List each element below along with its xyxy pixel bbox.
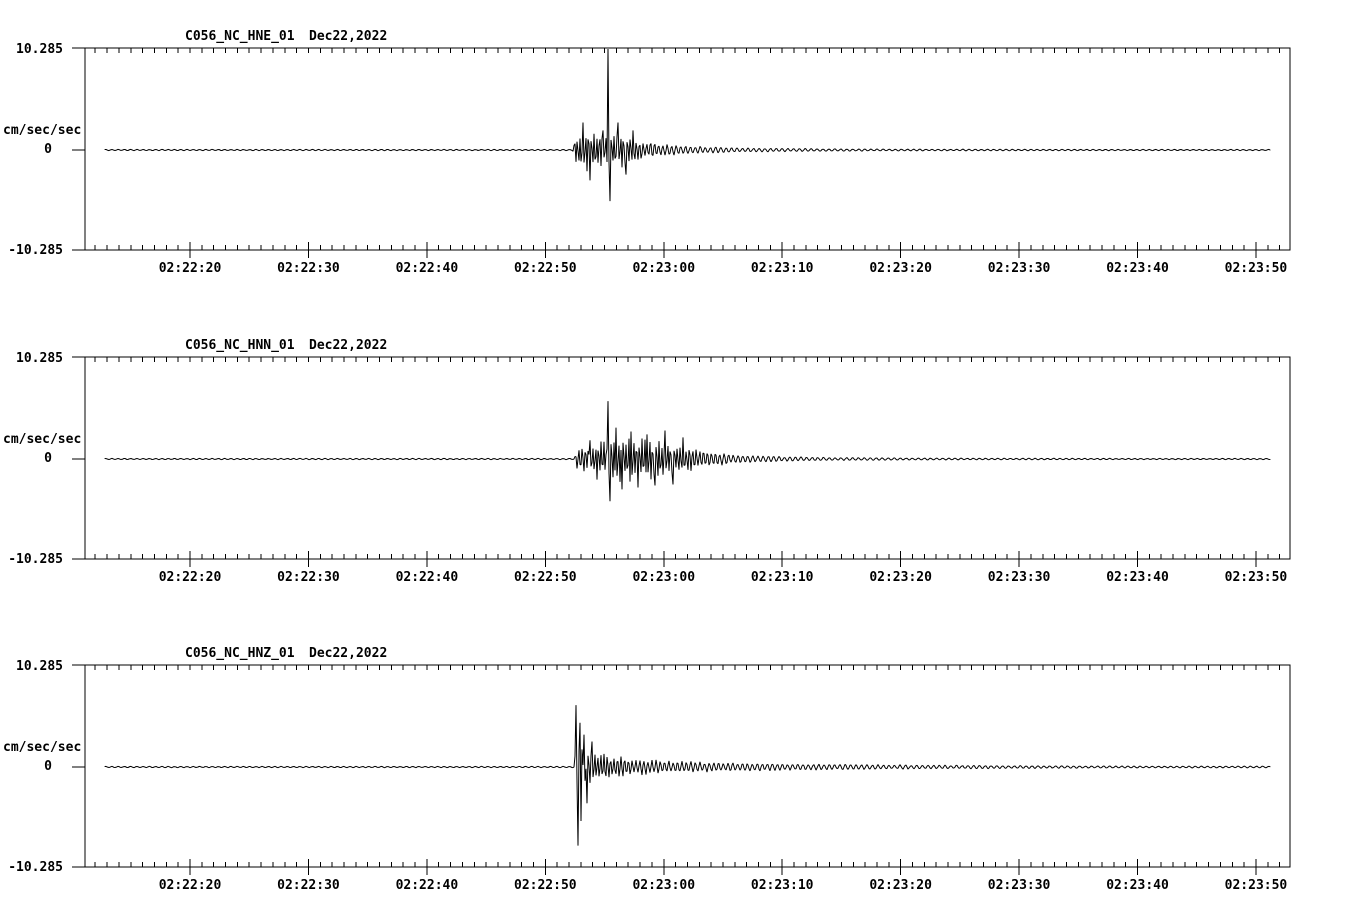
time-tick-label: 02:22:50 (514, 570, 577, 585)
y-axis-units-label: cm/sec/sec (3, 740, 82, 755)
time-tick-label: 02:23:30 (987, 261, 1051, 276)
seismogram-panel-hnz: C056_NC_HNZ_01 Dec22,2022 10.285 cm/sec/… (0, 617, 1358, 917)
time-tick-label: 02:23:40 (1106, 570, 1169, 585)
y-axis-max-label: 10.285 (16, 42, 63, 57)
seismogram-plot (72, 664, 1291, 875)
time-tick-label: 02:23:10 (750, 570, 814, 585)
panel-title-date: Dec22,2022 (309, 29, 388, 44)
panel-title-station: C056_NC_HNE_01 (185, 29, 295, 44)
time-tick-label: 02:23:50 (1224, 570, 1288, 585)
panel-title-date: Dec22,2022 (309, 646, 388, 661)
time-tick-label: 02:22:20 (158, 570, 222, 585)
time-tick-label: 02:22:20 (158, 878, 222, 893)
time-tick-label: 02:23:50 (1224, 878, 1288, 893)
waveform-trace-hnn (104, 401, 1271, 502)
y-axis-min-label: -10.285 (8, 860, 63, 875)
time-tick-label: 02:22:40 (395, 570, 459, 585)
panel-title-station: C056_NC_HNN_01 (185, 338, 295, 353)
seismogram-plot (72, 356, 1291, 567)
time-tick-label: 02:22:30 (277, 261, 340, 276)
time-tick-label: 02:23:00 (632, 261, 696, 276)
time-tick-label: 02:22:40 (395, 261, 459, 276)
y-axis-units-label: cm/sec/sec (3, 123, 82, 138)
waveform-trace-hnz (104, 705, 1271, 846)
time-tick-label: 02:23:00 (632, 570, 696, 585)
time-tick-label: 02:23:40 (1106, 261, 1169, 276)
y-axis-zero-label: 0 (44, 142, 52, 157)
time-tick-label: 02:23:20 (869, 878, 932, 893)
panel-title-station: C056_NC_HNZ_01 (185, 646, 295, 661)
seismogram-panel-hnn: C056_NC_HNN_01 Dec22,2022 10.285 cm/sec/… (0, 309, 1358, 609)
time-tick-label: 02:22:40 (395, 878, 459, 893)
time-tick-label: 02:23:20 (869, 570, 932, 585)
time-tick-label: 02:23:40 (1106, 878, 1169, 893)
plot-border (84, 47, 1291, 251)
y-axis-min-label: -10.285 (8, 243, 63, 258)
time-tick-label: 02:23:00 (632, 878, 696, 893)
y-axis-zero-label: 0 (44, 451, 52, 466)
y-axis-zero-label: 0 (44, 759, 52, 774)
y-axis-min-label: -10.285 (8, 552, 63, 567)
time-tick-label: 02:23:50 (1224, 261, 1288, 276)
y-axis-units-label: cm/sec/sec (3, 432, 82, 447)
time-tick-label: 02:22:20 (158, 261, 222, 276)
y-axis-max-label: 10.285 (16, 351, 63, 366)
time-tick-label: 02:23:30 (987, 570, 1051, 585)
time-tick-label: 02:23:20 (869, 261, 932, 276)
time-tick-label: 02:22:30 (277, 878, 340, 893)
time-tick-label: 02:22:30 (277, 570, 340, 585)
time-tick-label: 02:22:50 (514, 878, 577, 893)
seismogram-plot (72, 47, 1291, 258)
waveform-trace-hne (104, 48, 1271, 202)
time-tick-label: 02:23:10 (750, 261, 814, 276)
panel-title-date: Dec22,2022 (309, 338, 388, 353)
seismogram-panel-hne: C056_NC_HNE_01 Dec22,2022 10.285 cm/sec/… (0, 0, 1358, 300)
y-axis-max-label: 10.285 (16, 659, 63, 674)
time-tick-label: 02:23:30 (987, 878, 1051, 893)
time-tick-label: 02:22:50 (514, 261, 577, 276)
time-tick-label: 02:23:10 (750, 878, 814, 893)
